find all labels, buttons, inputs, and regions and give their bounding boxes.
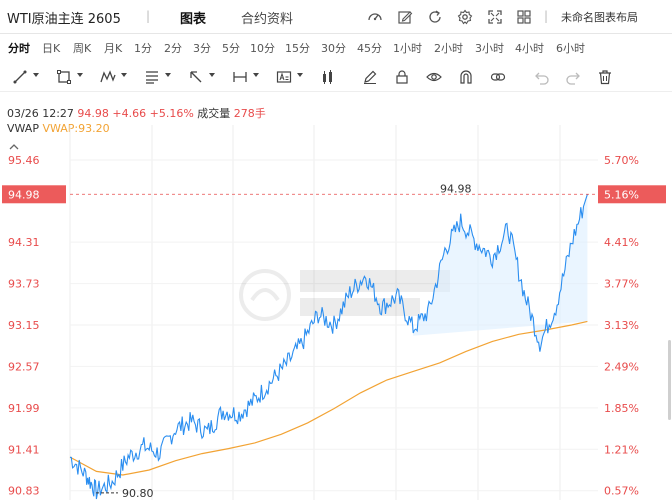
right-tick-label: 1.85% [604, 402, 639, 415]
tf-3h[interactable]: 3小时 [475, 42, 504, 55]
tf-intraday[interactable]: 分时 [8, 42, 30, 55]
tab-chart[interactable]: 图表 [180, 12, 207, 27]
trend-line-icon[interactable] [12, 69, 28, 85]
tf-weekly[interactable]: 周K [73, 42, 92, 55]
volume-label: 成交量 [197, 107, 231, 120]
layout-grid-icon[interactable] [516, 9, 532, 25]
link-icon[interactable] [490, 69, 506, 85]
symbol-title[interactable]: WTI原油主连 2605 [7, 12, 121, 27]
left-tick-label: 93.15 [8, 319, 40, 332]
quote-price: 94.98 [77, 107, 109, 120]
vwap-value: VWAP:93.20 [42, 122, 110, 135]
right-tick-label: 1.21% [604, 443, 639, 456]
left-tick-label: 93.73 [8, 278, 40, 291]
current-price-annotation: 94.98 [440, 182, 472, 195]
arrow-tool-icon[interactable] [188, 69, 204, 85]
volume-value: 278手 [233, 107, 266, 120]
tf-2m[interactable]: 2分 [164, 42, 182, 55]
low-annotation: 90.80 [122, 487, 154, 500]
header-divider-2: | [544, 9, 549, 23]
chevron-down-icon[interactable] [164, 71, 172, 79]
tf-6h[interactable]: 6小时 [556, 42, 585, 55]
vwap-label[interactable]: VWAP [7, 122, 39, 135]
trash-icon[interactable] [597, 69, 613, 85]
quote-info: 03/26 12:27 94.98 +4.66 +5.16% 成交量 278手 [7, 105, 266, 121]
wave-pattern-icon[interactable] [100, 69, 116, 85]
tab-contract-info[interactable]: 合约资料 [241, 12, 294, 27]
settings-icon[interactable] [457, 9, 473, 25]
chevron-down-icon[interactable] [252, 71, 260, 79]
tf-daily[interactable]: 日K [42, 42, 61, 55]
edit-icon[interactable] [397, 9, 413, 25]
pencil-icon[interactable] [362, 69, 378, 85]
vertical-scrollbar[interactable] [668, 340, 671, 420]
refresh-icon[interactable] [427, 9, 443, 25]
magnet-icon[interactable] [458, 69, 474, 85]
tf-5m[interactable]: 5分 [222, 42, 240, 55]
tf-10m[interactable]: 10分 [250, 42, 275, 55]
lock-icon[interactable] [394, 69, 410, 85]
current-price-badge-text: 94.98 [8, 188, 40, 201]
chevron-down-icon[interactable] [120, 71, 128, 79]
chevron-down-icon[interactable] [32, 71, 40, 79]
right-tick-label: 5.70% [604, 154, 639, 167]
tf-2h[interactable]: 2小时 [434, 42, 463, 55]
timeframe-bar: 分时 日K 周K 月K 1分 2分 3分 5分 10分 15分 30分 45分 … [0, 34, 672, 60]
text-label-icon[interactable] [276, 69, 292, 85]
vwap-info: VWAP VWAP:93.20 [7, 122, 110, 135]
vwap-series-line [69, 320, 588, 476]
watermark-logo [239, 269, 450, 321]
range-measure-icon[interactable] [232, 69, 248, 85]
right-tick-label: 2.49% [604, 360, 639, 373]
left-tick-label: 91.41 [8, 443, 40, 456]
right-tick-label: 3.77% [604, 278, 639, 291]
tf-3m[interactable]: 3分 [193, 42, 211, 55]
tf-1m[interactable]: 1分 [134, 42, 152, 55]
bar-tool-icon[interactable] [320, 69, 336, 85]
rectangle-icon[interactable] [56, 69, 72, 85]
current-price-badge [2, 185, 66, 204]
header-divider: | [146, 9, 151, 23]
left-tick-label: 92.57 [8, 360, 40, 373]
right-axis: 5.70% 4.41% 3.77% 3.13% 2.49% 1.85% 1.21% 0.57% [604, 154, 639, 498]
left-tick-label: 94.31 [8, 236, 40, 249]
tf-4h[interactable]: 4小时 [515, 42, 544, 55]
fullscreen-icon[interactable] [487, 9, 503, 25]
current-pct-badge [598, 185, 666, 204]
quote-change-pct: +5.16% [149, 107, 194, 120]
left-tick-label: 91.99 [8, 402, 40, 415]
tf-30m[interactable]: 30分 [321, 42, 346, 55]
drawing-toolbar [0, 62, 672, 92]
chevron-down-icon[interactable] [208, 71, 216, 79]
fib-levels-icon[interactable] [144, 69, 160, 85]
undo-icon[interactable] [534, 69, 550, 85]
tf-15m[interactable]: 15分 [285, 42, 310, 55]
tf-1h[interactable]: 1小时 [393, 42, 422, 55]
chevron-down-icon[interactable] [76, 71, 84, 79]
left-axis: 95.46 94.31 93.73 93.15 92.57 91.99 91.41 90.83 [8, 154, 40, 498]
quote-change: +4.66 [112, 107, 147, 120]
layout-name[interactable]: 未命名图表布局 [561, 11, 638, 24]
eye-icon[interactable] [426, 69, 442, 85]
right-tick-label: 0.57% [604, 485, 639, 498]
current-pct-badge-text: 5.16% [604, 188, 639, 201]
tf-45m[interactable]: 45分 [357, 42, 382, 55]
tf-monthly[interactable]: 月K [104, 42, 123, 55]
chart-grid [69, 125, 598, 500]
speedometer-icon[interactable] [367, 9, 383, 25]
right-tick-label: 4.41% [604, 236, 639, 249]
quote-datetime: 03/26 12:27 [7, 107, 74, 120]
chevron-up-icon[interactable] [8, 142, 20, 152]
price-area-fill [413, 194, 588, 352]
right-tick-label: 3.13% [604, 319, 639, 332]
redo-icon[interactable] [565, 69, 581, 85]
left-tick-label: 90.83 [8, 485, 40, 498]
price-series-line [69, 194, 588, 500]
header-bar: WTI原油主连 2605 | 图表 合约资料 | 未命名图表布局 [0, 0, 672, 34]
left-tick-label: 95.46 [8, 154, 40, 167]
chevron-down-icon[interactable] [296, 71, 304, 79]
